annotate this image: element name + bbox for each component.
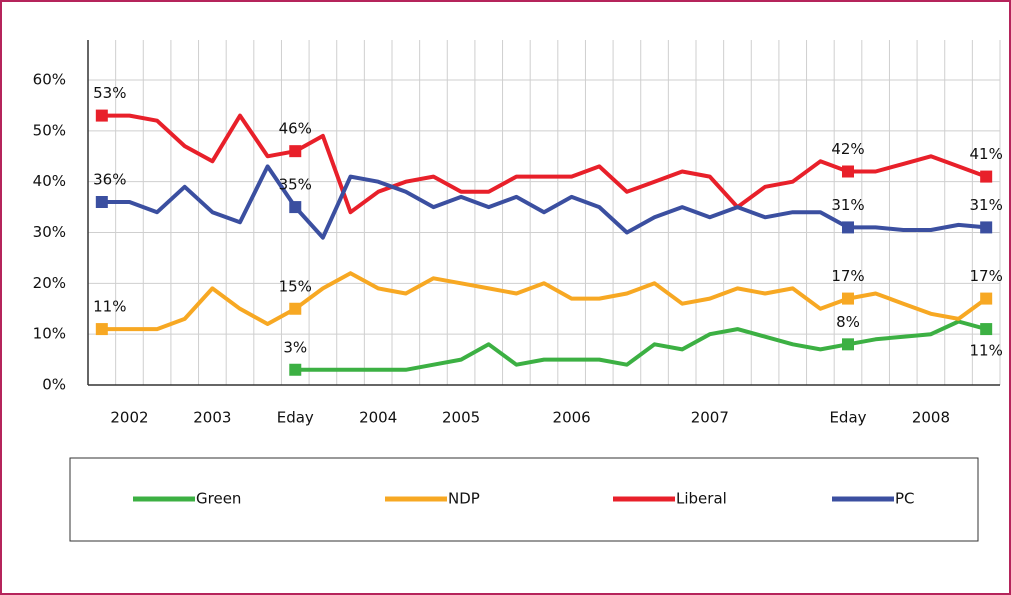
x-tick-label: 2005 bbox=[442, 409, 480, 427]
point-marker bbox=[289, 363, 302, 376]
legend-label: NDP bbox=[448, 490, 480, 508]
legend-label: Green bbox=[196, 490, 241, 508]
y-tick-label: 30% bbox=[33, 223, 66, 241]
data-label: 31% bbox=[831, 196, 864, 214]
y-tick-label: 0% bbox=[42, 376, 66, 394]
data-label: 17% bbox=[970, 267, 1003, 285]
data-label: 46% bbox=[279, 120, 312, 138]
point-marker bbox=[95, 323, 108, 336]
legend-label: PC bbox=[895, 490, 915, 508]
data-label: 11% bbox=[970, 342, 1003, 360]
data-label: 35% bbox=[279, 176, 312, 194]
x-tick-label: Eday bbox=[829, 409, 866, 427]
point-marker bbox=[95, 196, 108, 208]
data-label: 53% bbox=[93, 84, 126, 102]
point-marker bbox=[842, 221, 854, 234]
x-tick-label: 2006 bbox=[553, 409, 591, 427]
y-tick-label: 60% bbox=[33, 71, 66, 89]
point-marker bbox=[95, 109, 108, 122]
point-marker bbox=[980, 292, 993, 305]
x-tick-label: Eday bbox=[277, 409, 314, 427]
x-tick-label: 2003 bbox=[193, 409, 231, 427]
y-tick-label: 50% bbox=[33, 121, 66, 139]
data-label: 42% bbox=[831, 140, 864, 158]
data-label: 17% bbox=[831, 267, 864, 285]
legend-label: Liberal bbox=[676, 490, 727, 508]
point-marker bbox=[842, 338, 854, 351]
y-tick-label: 20% bbox=[33, 274, 66, 292]
series-line bbox=[101, 164, 987, 240]
series-line bbox=[101, 113, 987, 215]
point-marker bbox=[980, 323, 993, 336]
x-tick-label: 2007 bbox=[691, 409, 729, 427]
data-label: 36% bbox=[93, 171, 126, 189]
point-marker bbox=[842, 292, 854, 305]
point-marker bbox=[980, 221, 993, 234]
data-label: 41% bbox=[970, 145, 1003, 163]
point-marker bbox=[980, 170, 993, 183]
data-label: 31% bbox=[970, 196, 1003, 214]
point-marker bbox=[289, 201, 302, 214]
series-line bbox=[101, 271, 988, 332]
y-tick-label: 10% bbox=[33, 325, 66, 343]
point-marker bbox=[842, 165, 854, 178]
data-label: 11% bbox=[93, 298, 126, 316]
data-label: 8% bbox=[836, 313, 860, 331]
legend-box bbox=[69, 457, 979, 542]
x-tick-label: 2002 bbox=[110, 409, 148, 427]
x-tick-label: 2004 bbox=[359, 409, 397, 427]
point-marker bbox=[289, 145, 302, 158]
data-label: 15% bbox=[279, 277, 312, 295]
data-label: 3% bbox=[283, 338, 307, 356]
point-marker bbox=[289, 302, 302, 315]
series-line bbox=[295, 319, 987, 372]
y-tick-label: 40% bbox=[33, 172, 66, 190]
x-tick-label: 2008 bbox=[912, 409, 950, 427]
